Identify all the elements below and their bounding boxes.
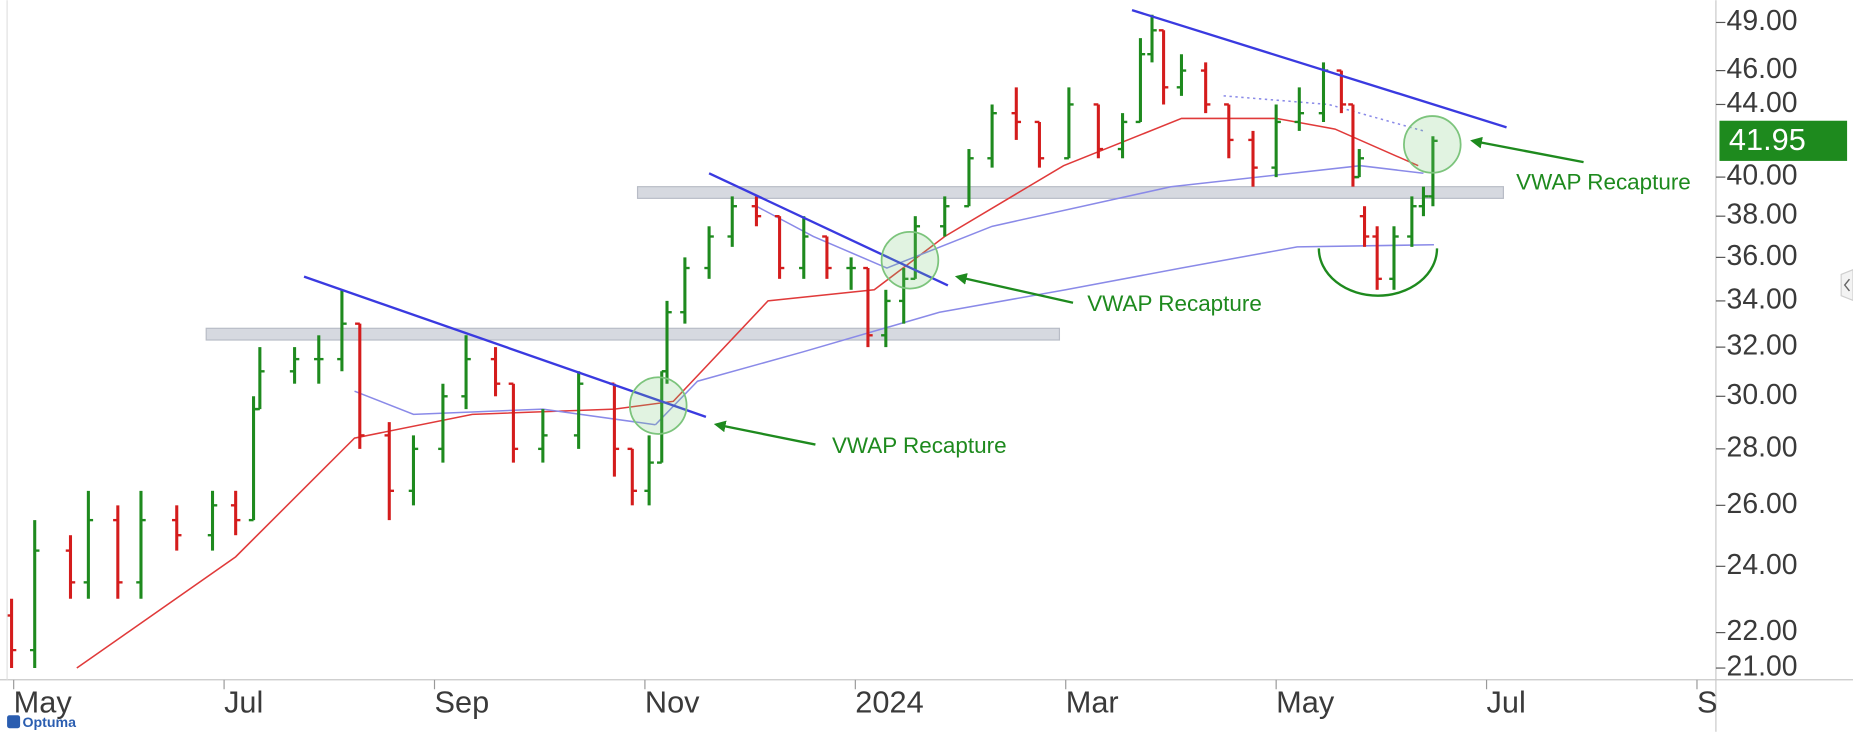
annotation: VWAP Recapture xyxy=(832,433,1007,458)
support-zone xyxy=(636,186,1504,199)
annotation-shapes xyxy=(628,115,1584,446)
y-tick-label: 44.00 xyxy=(1727,87,1798,119)
y-tick-label: 22.00 xyxy=(1727,615,1798,647)
y-tick-label: 46.00 xyxy=(1727,53,1798,85)
y-tick-label: 49.00 xyxy=(1727,5,1798,37)
arrow xyxy=(713,420,816,446)
cup-arc xyxy=(1317,248,1439,297)
trendline xyxy=(708,172,949,287)
annotation: VWAP Recapture xyxy=(1516,169,1691,194)
indicator-line xyxy=(76,117,1419,669)
x-tick-label: Nov xyxy=(645,685,700,720)
y-tick-label: 28.00 xyxy=(1727,431,1798,463)
y-tick-label: 38.00 xyxy=(1727,199,1798,231)
y-tick-label: 36.00 xyxy=(1727,240,1798,272)
x-tick-label: Jul xyxy=(1487,685,1526,720)
trendline xyxy=(1131,8,1507,129)
x-tick-label: May xyxy=(14,685,73,720)
y-tick-label: 32.00 xyxy=(1727,330,1798,362)
y-tick-label: 30.00 xyxy=(1727,379,1798,411)
side-tab xyxy=(1840,269,1853,302)
annotations: VWAP Recapture VWAP Recapture VWAP Recaptu… xyxy=(832,169,1691,458)
logo-icon xyxy=(7,715,21,729)
indicator-line xyxy=(354,390,656,426)
trendline xyxy=(303,275,707,419)
logo: Optuma xyxy=(22,715,76,731)
x-tick-label: May xyxy=(1276,685,1335,720)
last-price-label: 41.95 xyxy=(1729,122,1806,157)
y-tick-label: 26.00 xyxy=(1727,488,1798,520)
last-price-box xyxy=(1719,120,1848,161)
indicator-lines xyxy=(76,95,1434,669)
y-axis: 21.00 22.00 24.00 26.00 28.00 30.00 32.00 34.00… xyxy=(1715,5,1798,683)
highlight-circle xyxy=(1403,115,1462,174)
annotation: VWAP Recapture xyxy=(1087,291,1262,316)
price-bars xyxy=(6,14,1438,669)
x-tick-label: Jul xyxy=(224,685,263,720)
arrow xyxy=(1470,136,1584,164)
highlight-circle xyxy=(628,376,688,435)
y-tick-label: 40.00 xyxy=(1727,160,1798,192)
side-tab-icon xyxy=(1843,278,1851,292)
y-tick-label: 21.00 xyxy=(1727,651,1798,683)
indicator-line xyxy=(654,243,1434,426)
x-axis: May Jul Sep Nov 2024 Mar May Jul Sep xyxy=(13,679,1752,720)
support-zone xyxy=(205,327,1061,341)
x-tick-label: Mar xyxy=(1066,685,1119,720)
y-tick-label: 34.00 xyxy=(1727,283,1798,315)
zones xyxy=(205,186,1504,341)
x-tick-label: Sep xyxy=(1697,685,1752,720)
last-price: 41.95 xyxy=(1719,120,1848,161)
arrow xyxy=(954,273,1074,304)
x-tick-label: 2024 xyxy=(855,685,923,720)
highlight-circle xyxy=(880,230,940,290)
x-tick-label: Sep xyxy=(435,685,490,720)
trendlines xyxy=(303,8,1507,419)
y-tick-label: 24.00 xyxy=(1727,549,1798,581)
